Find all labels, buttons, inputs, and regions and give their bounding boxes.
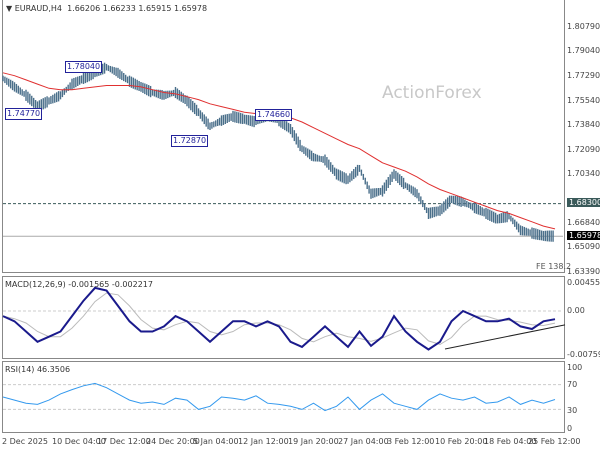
date-label: 17 Dec 12:00 bbox=[97, 437, 151, 446]
macd-trendline bbox=[444, 324, 566, 350]
date-label: 10 Dec 04:00 bbox=[52, 437, 106, 446]
date-label: 3 Feb 12:00 bbox=[387, 437, 435, 446]
rsi-axis: 100 bbox=[567, 363, 583, 372]
rsi-axis: 70 bbox=[567, 380, 578, 389]
price-tick: 1.75540 bbox=[567, 96, 600, 105]
level-marker: 1.68300 bbox=[567, 198, 600, 207]
price-tick: 1.79040 bbox=[567, 46, 600, 55]
ohlc-values: 1.66206 1.66233 1.65915 1.65978 bbox=[67, 4, 208, 13]
rsi-panel[interactable] bbox=[2, 361, 565, 433]
annotation-high: 1.78040 bbox=[65, 61, 103, 73]
macd-axis-max: 0.004553 bbox=[567, 278, 600, 287]
date-label: 12 Jan 12:00 bbox=[238, 437, 289, 446]
price-tick: 1.73840 bbox=[567, 120, 600, 129]
date-label: 10 Feb 20:00 bbox=[435, 437, 488, 446]
price-panel[interactable] bbox=[2, 0, 565, 273]
macd-signal-line bbox=[2, 292, 556, 345]
macd-axis-min: -0.007593 bbox=[567, 350, 600, 359]
rsi-axis: 30 bbox=[567, 406, 578, 415]
date-label: 25 Feb 12:00 bbox=[528, 437, 581, 446]
price-tick: 1.70340 bbox=[567, 169, 600, 178]
date-label: 18 Feb 04:00 bbox=[484, 437, 537, 446]
fe-label: FE 138.2 bbox=[536, 262, 572, 271]
macd-panel[interactable] bbox=[2, 276, 565, 359]
annotation-low2: 1.72870 bbox=[171, 135, 209, 147]
date-label: 24 Dec 20:00 bbox=[146, 437, 200, 446]
price-tick: 1.65090 bbox=[567, 242, 600, 251]
dropdown-icon[interactable]: ▼ bbox=[6, 4, 13, 13]
date-label: 19 Jan 20:00 bbox=[288, 437, 339, 446]
symbol: EURAUD,H4 bbox=[14, 4, 62, 13]
annotation-low: 1.74770 bbox=[5, 108, 43, 120]
symbol-header: ▼ EURAUD,H4 1.66206 1.66233 1.65915 1.65… bbox=[4, 4, 210, 13]
price-tick: 1.77290 bbox=[567, 71, 600, 80]
rsi-line bbox=[2, 382, 556, 412]
date-label: 2 Dec 2025 bbox=[2, 437, 49, 446]
macd-line bbox=[2, 286, 556, 351]
macd-label: MACD(12,26,9) -0.001565 -0.002217 bbox=[5, 280, 153, 289]
price-tick: 1.72090 bbox=[567, 145, 600, 154]
macd-axis-zero: 0.00 bbox=[567, 306, 585, 315]
date-label: 5 Jan 04:00 bbox=[193, 437, 239, 446]
date-label: 27 Jan 04:00 bbox=[338, 437, 389, 446]
price-tick: 1.80790 bbox=[567, 22, 600, 31]
price-tick: 1.66840 bbox=[567, 218, 600, 227]
annotation-high2: 1.74660 bbox=[255, 109, 293, 121]
current-price-marker: 1.65978 bbox=[567, 231, 600, 240]
rsi-label: RSI(14) 46.3506 bbox=[5, 365, 71, 374]
watermark: ActionForex bbox=[382, 83, 482, 103]
price-tick: 1.63390 bbox=[567, 267, 600, 276]
rsi-axis: 0 bbox=[567, 424, 573, 433]
